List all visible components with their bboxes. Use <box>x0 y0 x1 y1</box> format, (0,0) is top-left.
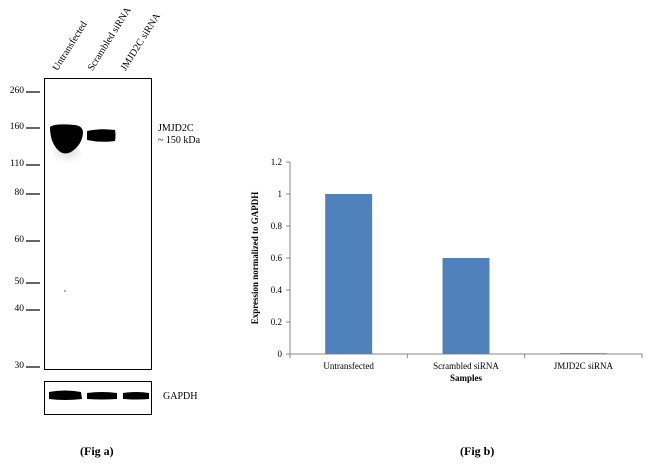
gapdh-band-lane2 <box>87 392 117 400</box>
fig-b-caption: (Fig b) <box>460 444 495 458</box>
bar <box>325 194 373 354</box>
band-label-protein: JMJD2C <box>158 123 194 134</box>
x-tick-label: Untransfected <box>323 361 374 371</box>
blot-bands <box>50 124 116 292</box>
y-tick-label: 0.8 <box>271 221 283 231</box>
gapdh-label: GAPDH <box>163 391 198 402</box>
band-label-size: ~ 150 kDa <box>158 135 201 146</box>
bars <box>325 194 607 354</box>
mw-marker-80: 80 <box>14 188 25 198</box>
y-tick-label: 1 <box>278 189 283 199</box>
y-tick-label: 0.6 <box>271 253 283 263</box>
mw-marker-40: 40 <box>14 304 25 314</box>
y-axis-label: Expression normalized to GAPDH <box>250 192 260 325</box>
western-blot-gapdh <box>44 381 152 415</box>
mw-marker-260: 260 <box>9 86 24 96</box>
gapdh-band-lane3 <box>123 392 149 400</box>
x-tick-label: Scrambled siRNA <box>433 361 499 371</box>
band-lane2-jmjd2c <box>87 129 116 142</box>
mw-tick-marks <box>26 91 40 368</box>
lane-label-untransfected: Untransfected <box>50 19 90 73</box>
gapdh-band-lane1 <box>49 390 82 400</box>
bar <box>442 258 490 354</box>
x-axis: Untransfected Scrambled siRNA JMJD2C siRNA <box>289 353 643 371</box>
western-blot-main <box>44 78 152 370</box>
x-axis-label: Samples <box>450 373 483 383</box>
y-tick-label: 1.2 <box>271 157 282 167</box>
gapdh-bands <box>49 390 149 400</box>
fig-a-caption: (Fig a) <box>80 444 114 458</box>
y-tick-label: 0 <box>278 349 283 359</box>
y-axis: 0 0.2 0.4 0.6 0.8 1 1.2 <box>271 157 291 359</box>
lane1-smear <box>51 143 83 179</box>
band-lane1-jmjd2c <box>50 124 83 154</box>
y-tick-label: 0.2 <box>271 317 282 327</box>
bar <box>559 353 607 354</box>
mw-marker-160: 160 <box>9 122 24 132</box>
y-tick-label: 0.4 <box>271 285 283 295</box>
x-tick-label: JMJD2C siRNA <box>554 361 614 371</box>
mw-marker-110: 110 <box>10 159 24 169</box>
mw-marker-50: 50 <box>14 277 25 287</box>
expression-bar-chart: 0 0.2 0.4 0.6 0.8 1 1.2 Untransfected Scrambled… <box>250 157 643 383</box>
mw-marker-30: 30 <box>14 361 25 371</box>
mw-marker-60: 60 <box>14 235 25 245</box>
